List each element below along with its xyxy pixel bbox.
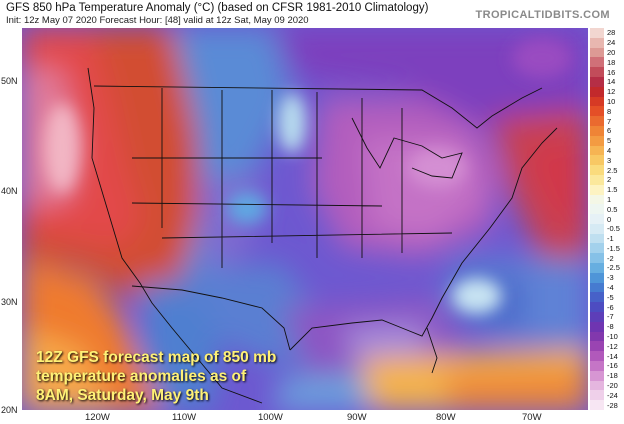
colorbar-tick-label: 20 — [607, 47, 616, 57]
colorbar-tick-label: 2 — [607, 175, 612, 185]
colorbar-tick-label: -1.5 — [607, 243, 620, 253]
colorbar-tick-label: -18 — [607, 371, 618, 381]
lat-label-20n: 20N — [1, 405, 18, 415]
temperature-anomaly-map — [22, 28, 588, 410]
colorbar-segment — [590, 302, 604, 313]
map-title: GFS 850 hPa Temperature Anomaly (°C) (ba… — [6, 2, 429, 14]
colorbar-tick-label: -28 — [607, 400, 618, 410]
colorbar-tick-label: -16 — [607, 361, 618, 371]
colorbar-segment — [590, 37, 604, 49]
colorbar-tick-label: -6 — [607, 302, 614, 312]
forecast-caption: 12Z GFS forecast map of 850 mb temperatu… — [36, 349, 277, 404]
colorbar-segment — [590, 96, 604, 107]
colorbar-segment — [590, 263, 604, 274]
map-borders — [87, 67, 558, 404]
colorbar-tick-label: -20 — [607, 381, 618, 390]
colorbar-segment — [590, 57, 604, 68]
colorbar-segment — [590, 76, 604, 88]
colorbar-segment — [590, 331, 604, 342]
colorbar-tick-label: -3 — [607, 273, 614, 283]
colorbar-tick-label: -4 — [607, 283, 614, 293]
map-subtitle: Init: 12z May 07 2020 Forecast Hour: [48… — [6, 15, 309, 26]
colorbar-segment — [590, 214, 604, 225]
colorbar-segment — [590, 361, 604, 372]
colorbar-segment — [590, 282, 604, 293]
colorbar-segment — [590, 174, 604, 186]
colorbar-tick-label: 7 — [607, 116, 612, 126]
colorbar-tick-label: -7 — [607, 312, 614, 322]
colorbar-segment — [590, 223, 604, 235]
colorbar-tick-label: 24 — [607, 38, 616, 48]
colorbar-tick-label: 8 — [607, 106, 612, 116]
colorbar-segment — [590, 106, 604, 117]
brand-watermark: TROPICALTIDBITS.COM — [475, 9, 610, 21]
colorbar-segment — [590, 312, 604, 323]
colorbar-segment — [590, 47, 604, 58]
colorbar-tick-label: 2.5 — [607, 165, 618, 175]
colorbar-segment — [590, 321, 604, 333]
colorbar-segment — [590, 380, 604, 391]
colorbar-segment — [590, 351, 604, 362]
colorbar-tick-label: 10 — [607, 96, 616, 106]
colorbar-tick-label: 16 — [607, 67, 616, 77]
colorbar-segment — [590, 370, 604, 382]
lon-label-80w: 80W — [436, 412, 456, 423]
colorbar-tick-label: 0.5 — [607, 204, 618, 214]
colorbar-tick-label: -10 — [607, 332, 618, 342]
colorbar-tick-label: -1 — [607, 234, 614, 244]
colorbar-segment — [590, 390, 604, 401]
colorbar-tick-label: 1.5 — [607, 185, 618, 195]
colorbar-tick-label: 18 — [607, 57, 616, 67]
anomaly-detail — [44, 38, 572, 314]
colorbar-segment — [590, 155, 604, 166]
colorbar-segment — [590, 125, 604, 137]
colorbar-segment — [590, 233, 604, 244]
lat-label-50n: 50N — [1, 76, 18, 86]
colorbar-tick-label: -8 — [607, 322, 614, 332]
colorbar-segment — [590, 116, 604, 127]
colorbar-segment — [590, 243, 604, 254]
colorbar-tick-label: -12 — [607, 341, 618, 351]
colorbar-segment — [590, 194, 604, 205]
lon-label-90w: 90W — [347, 412, 367, 423]
lon-label-100w: 100W — [258, 412, 283, 423]
colorbar-tick-label: 4 — [607, 145, 612, 155]
map-canvas — [22, 28, 588, 410]
lat-label-30n: 30N — [1, 297, 18, 307]
lon-label-110w: 110W — [172, 412, 197, 423]
colorbar-segment — [590, 67, 604, 78]
colorbar-tick-label: -0.5 — [607, 224, 620, 234]
colorbar-tick-label: 1 — [607, 194, 612, 204]
lat-label-40n: 40N — [1, 186, 18, 196]
colorbar-segment — [590, 400, 604, 411]
colorbar-segment — [590, 341, 604, 352]
colorbar-segment — [590, 28, 604, 39]
colorbar-segment — [590, 145, 604, 156]
colorbar-tick-label: -2.5 — [607, 263, 620, 273]
colorbar-segment — [590, 184, 604, 195]
header: GFS 850 hPa Temperature Anomaly (°C) (ba… — [0, 0, 624, 28]
colorbar-tick-label: -14 — [607, 351, 618, 361]
lon-label-70w: 70W — [522, 412, 542, 423]
colorbar-segment — [590, 135, 604, 147]
colorbar-segment — [590, 253, 604, 264]
colorbar-tick-label: 28 — [607, 28, 616, 38]
colorbar-segment — [590, 292, 604, 303]
colorbar-segment — [590, 165, 604, 176]
colorbar-segment — [590, 204, 604, 215]
lon-label-120w: 120W — [85, 412, 110, 423]
colorbar-tick-label: 0 — [607, 214, 612, 224]
colorbar-tick-label: -5 — [607, 292, 614, 302]
colorbar-tick-label: 5 — [607, 136, 612, 146]
colorbar-tick-label: -24 — [607, 390, 618, 400]
colorbar-tick-label: 14 — [607, 77, 616, 87]
colorbar-tick-label: 12 — [607, 87, 616, 97]
colorbar-tick-label: -2 — [607, 253, 614, 263]
colorbar — [590, 28, 604, 411]
colorbar-tick-label: 6 — [607, 126, 612, 136]
colorbar-segment — [590, 86, 604, 98]
colorbar-tick-label: 3 — [607, 155, 612, 165]
colorbar-segment — [590, 272, 604, 284]
